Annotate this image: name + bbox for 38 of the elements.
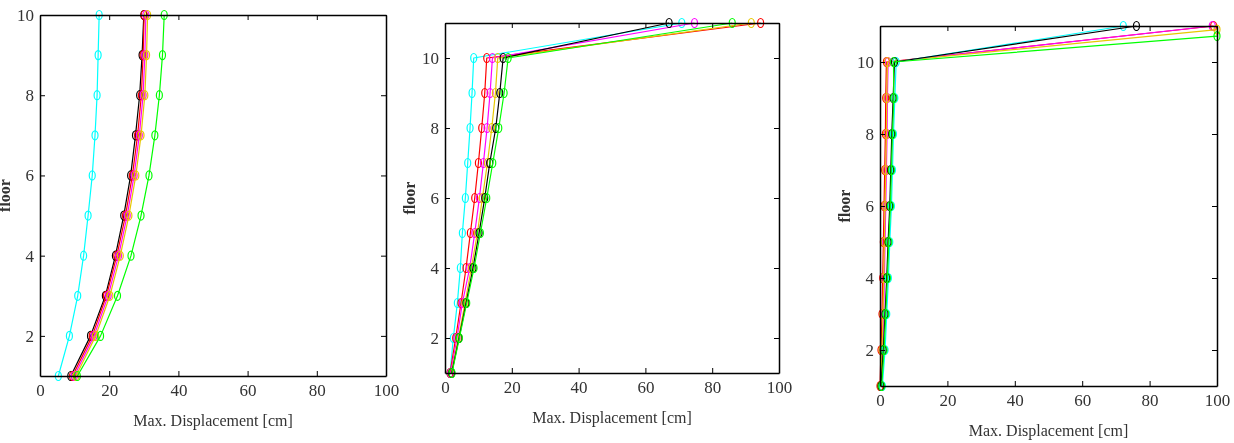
- x-tick-label: 0: [441, 378, 450, 398]
- x-axis-title: Max. Displacement [cm]: [968, 422, 1129, 440]
- y-tick-label: 2: [25, 326, 34, 346]
- x-tick-label: 80: [1141, 391, 1159, 411]
- x-tick-label: 20: [101, 381, 119, 401]
- x-tick-label: 40: [170, 381, 188, 401]
- y-tick-label: 2: [865, 340, 874, 360]
- x-tick-label: 60: [637, 378, 655, 398]
- y-tick-label: 6: [430, 188, 439, 208]
- x-tick-label: 0: [36, 381, 45, 401]
- y-tick-label: 4: [430, 258, 440, 278]
- x-tick-label: 20: [939, 391, 957, 411]
- y-tick-label: 10: [17, 5, 34, 25]
- x-tick-label: 40: [1006, 391, 1024, 411]
- x-tick-label: 100: [373, 381, 400, 401]
- y-tick-label: 8: [430, 118, 439, 138]
- y-tick-label: 8: [25, 86, 34, 106]
- y-tick-label: 2: [430, 328, 439, 348]
- x-tick-label: 0: [876, 391, 885, 411]
- y-tick-label: 4: [865, 268, 875, 288]
- x-tick-label: 40: [570, 378, 588, 398]
- y-axis-title: floor: [401, 181, 418, 215]
- y-tick-label: 10: [857, 52, 874, 72]
- y-axis-title: floor: [836, 189, 853, 223]
- x-tick-label: 60: [239, 381, 257, 401]
- y-tick-label: 4: [25, 246, 35, 266]
- y-tick-label: 6: [25, 166, 34, 186]
- y-tick-label: 8: [865, 124, 874, 144]
- x-tick-label: 100: [766, 378, 793, 398]
- y-tick-label: 6: [865, 196, 874, 216]
- x-tick-label: 100: [1204, 391, 1231, 411]
- x-tick-label: 80: [704, 378, 722, 398]
- y-tick-label: 10: [422, 48, 439, 68]
- x-tick-label: 20: [503, 378, 521, 398]
- x-axis-title: Max. Displacement [cm]: [133, 412, 293, 430]
- x-tick-label: 80: [308, 381, 326, 401]
- x-axis-title: Max. Displacement [cm]: [532, 409, 692, 427]
- x-tick-label: 60: [1074, 391, 1092, 411]
